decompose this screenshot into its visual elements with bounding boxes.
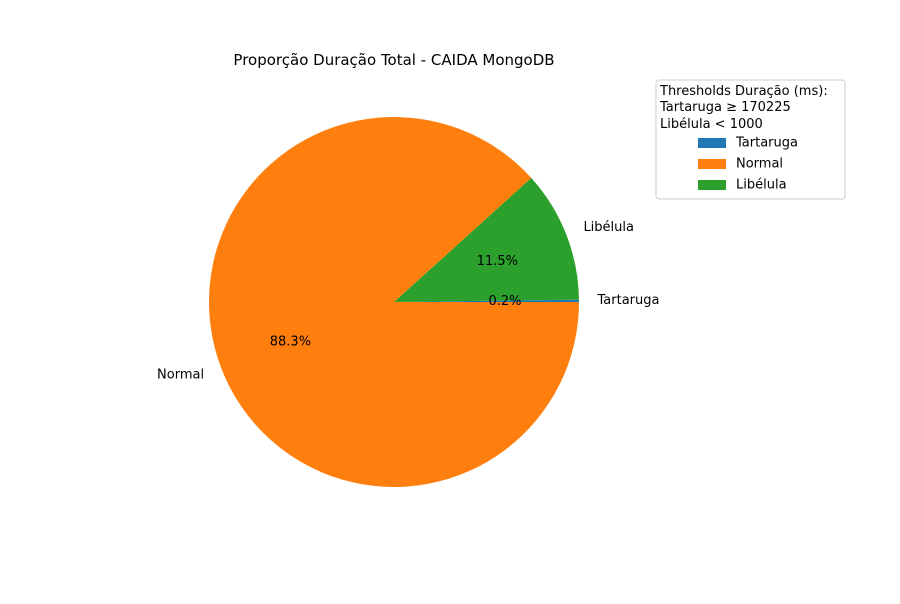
legend-swatch-libelula: [698, 180, 726, 190]
pie-slices: [209, 116, 580, 487]
legend: Thresholds Duração (ms): Tartaruga ≥ 170…: [655, 79, 846, 200]
chart-title: Proporção Duração Total - CAIDA MongoDB: [233, 51, 554, 69]
pie-slice-tartaruga: [394, 299, 580, 302]
legend-swatch-tartaruga: [698, 138, 726, 148]
legend-items: Tartaruga Normal Libélula: [698, 136, 798, 193]
pie-labels: Tartaruga 0.2% Libélula 11.5% Normal 88.3%: [157, 220, 659, 382]
slice-label-tartaruga: Tartaruga: [597, 293, 660, 308]
legend-title-line-1: Thresholds Duração (ms):: [659, 84, 828, 99]
legend-title-line-2: Tartaruga ≥ 170225: [659, 100, 791, 115]
slice-pct-tartaruga: 0.2%: [488, 294, 521, 309]
legend-frame: [655, 79, 846, 200]
slice-label-libelula: Libélula: [583, 220, 634, 235]
legend-title-line-3: Libélula < 1000: [660, 117, 763, 132]
legend-label-tartaruga: Tartaruga: [735, 136, 798, 151]
pie-slice-libelula: [394, 177, 579, 302]
slice-label-normal: Normal: [157, 368, 204, 383]
legend-label-libelula: Libélula: [736, 178, 787, 193]
legend-label-normal: Normal: [736, 157, 783, 172]
legend-swatch-normal: [698, 159, 726, 169]
pie-slice-normal: [209, 116, 579, 487]
slice-pct-libelula: 11.5%: [477, 254, 518, 269]
slice-pct-normal: 88.3%: [270, 334, 311, 349]
